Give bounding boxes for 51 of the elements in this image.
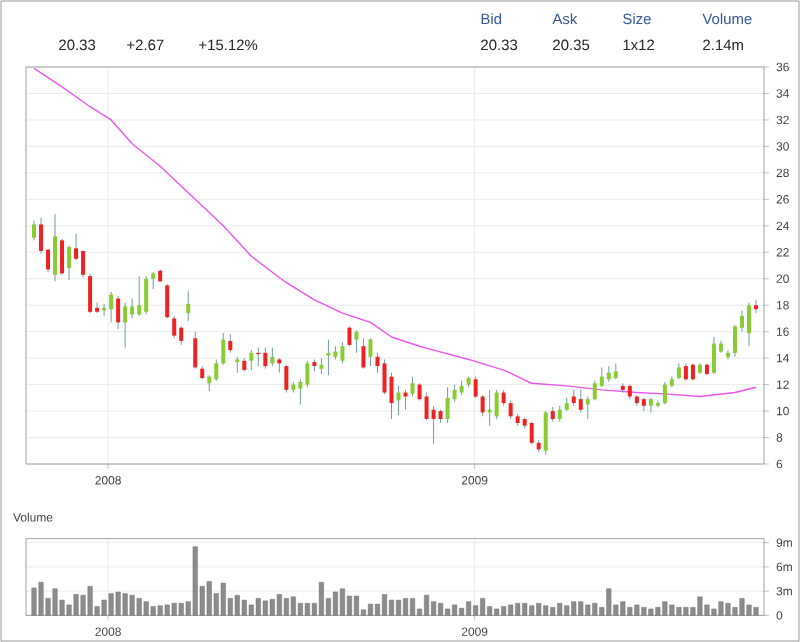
candlestick <box>494 389 499 420</box>
candlestick <box>193 331 198 370</box>
candlestick <box>403 389 408 411</box>
candlestick <box>81 250 86 278</box>
candlestick <box>347 325 352 347</box>
candlestick <box>480 394 485 417</box>
candlestick <box>305 360 310 388</box>
candlestick <box>53 213 58 282</box>
line-series <box>33 67 757 398</box>
candlestick <box>368 337 373 367</box>
candlestick <box>648 397 653 413</box>
candlestick <box>529 421 534 445</box>
candlestick <box>747 302 751 347</box>
candlestick <box>172 315 177 339</box>
candlestick <box>410 376 415 398</box>
candlestick <box>662 381 667 405</box>
candlestick <box>382 358 387 395</box>
candlestick <box>543 410 548 456</box>
candlestick <box>354 329 359 354</box>
candlestick <box>361 337 366 370</box>
candlestick <box>711 336 716 375</box>
candlestick <box>179 325 184 346</box>
candlestick <box>186 290 191 322</box>
candlestick <box>67 245 72 281</box>
candlestick <box>431 405 436 445</box>
candlestick <box>109 291 114 323</box>
candlestick <box>228 333 233 354</box>
candlestick <box>165 283 170 319</box>
candlestick <box>284 364 289 394</box>
candlestick <box>641 397 646 412</box>
candlestick <box>473 376 478 399</box>
candlestick <box>424 392 429 421</box>
candlestick <box>32 220 37 241</box>
candlestick <box>508 399 513 420</box>
candlestick <box>732 324 737 358</box>
candlestick <box>60 238 65 276</box>
candlestick <box>137 275 142 317</box>
candlestick <box>263 347 268 370</box>
candlestick <box>123 302 128 349</box>
candlestick <box>585 396 590 420</box>
candlestick <box>592 380 597 401</box>
candlestick <box>144 275 149 315</box>
candlestick <box>214 358 219 382</box>
candlestick <box>578 389 583 413</box>
candlestick <box>445 386 450 424</box>
candlestick <box>340 341 345 364</box>
candlestick <box>221 332 226 366</box>
candlestick <box>249 349 254 371</box>
candlestick <box>88 272 93 314</box>
candlestick <box>754 299 759 314</box>
candlestick <box>116 295 121 330</box>
